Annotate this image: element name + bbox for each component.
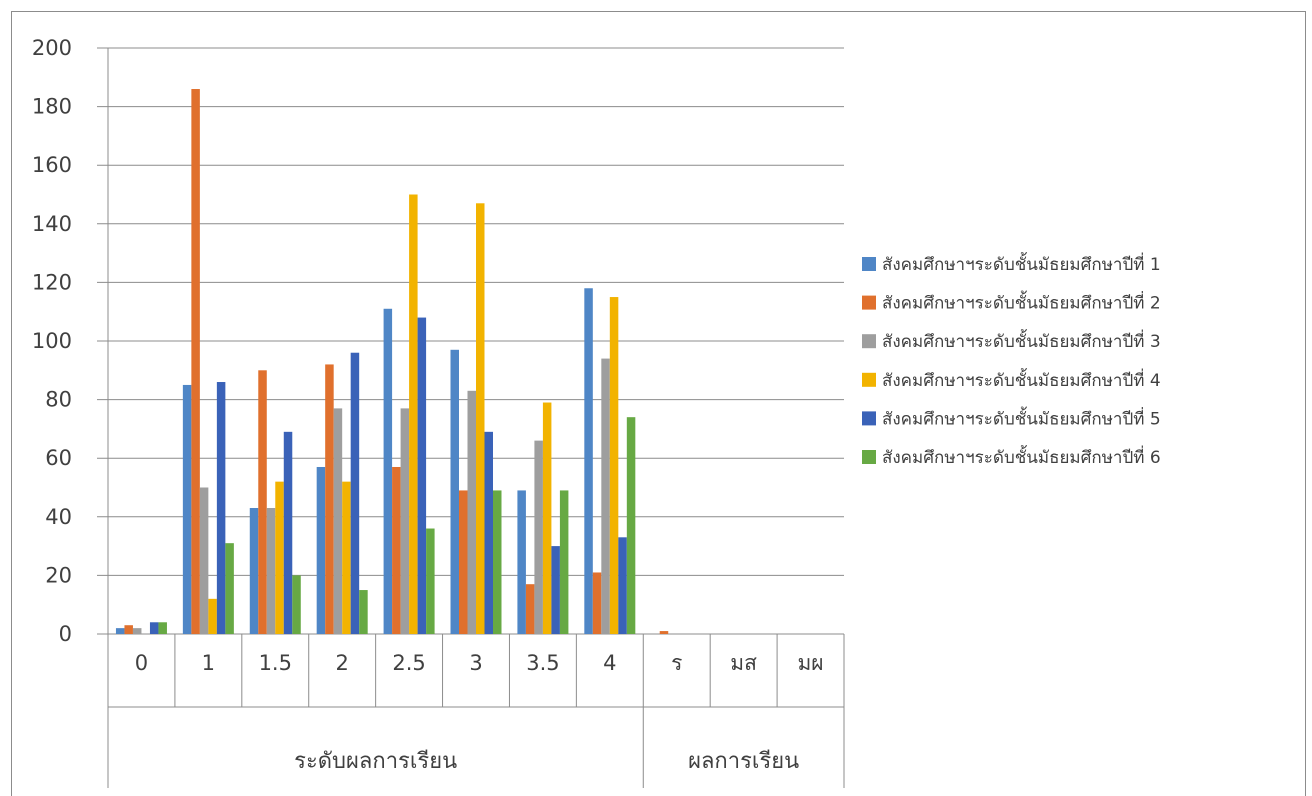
chart-frame xyxy=(11,11,1306,796)
bar xyxy=(359,590,368,634)
x-tick-label: 1.5 xyxy=(259,651,292,675)
x-group-label: ระดับผลการเรียน xyxy=(294,749,457,774)
bar xyxy=(225,543,234,634)
y-tick-label: 40 xyxy=(45,505,72,529)
bar xyxy=(292,575,301,634)
bar xyxy=(350,352,360,634)
y-tick-label: 0 xyxy=(59,622,72,646)
legend-swatch xyxy=(862,295,876,310)
legend-label: สังคมศึกษาฯระดับชั้นมัธยมศึกษาปีที่ 5 xyxy=(882,406,1161,429)
x-tick-label: มผ xyxy=(797,651,823,675)
legend: สังคมศึกษาฯระดับชั้นมัธยมศึกษาปีที่ 1 สัง… xyxy=(862,252,1161,468)
bar xyxy=(342,481,351,634)
legend-swatch xyxy=(862,411,876,426)
bar xyxy=(551,546,560,634)
legend-swatch xyxy=(862,257,876,271)
bar xyxy=(584,288,593,634)
bar xyxy=(258,370,267,634)
legend-label: สังคมศึกษาฯระดับชั้นมัธยมศึกษาปีที่ 1 xyxy=(882,252,1161,275)
legend-label: สังคมศึกษาฯระดับชั้นมัธยมศึกษาปีที่ 6 xyxy=(882,445,1161,468)
bar xyxy=(208,598,217,634)
legend-swatch xyxy=(862,334,876,349)
legend-label: สังคมศึกษาฯระดับชั้นมัธยมศึกษาปีที่ 2 xyxy=(882,291,1161,314)
bar xyxy=(316,466,326,634)
x-tick-label: มส xyxy=(730,651,757,675)
bar xyxy=(467,390,476,634)
bar xyxy=(626,417,636,634)
legend-swatch xyxy=(862,450,876,464)
bar xyxy=(659,631,669,634)
bar xyxy=(191,89,200,634)
bar xyxy=(592,572,602,634)
bar xyxy=(115,628,125,634)
bar xyxy=(333,408,343,634)
x-tick-label: 3.5 xyxy=(526,651,559,675)
bar xyxy=(517,490,526,634)
bar xyxy=(450,349,459,634)
bar xyxy=(383,308,393,634)
bar xyxy=(400,408,410,634)
x-tick-label: 2.5 xyxy=(392,651,425,675)
bar xyxy=(542,402,552,634)
bar xyxy=(392,466,401,634)
bar xyxy=(275,481,284,634)
bar xyxy=(426,528,435,634)
bar xyxy=(124,625,133,634)
y-tick-label: 140 xyxy=(32,212,72,236)
legend-label: สังคมศึกษาฯระดับชั้นมัธยมศึกษาปีที่ 4 xyxy=(882,368,1161,391)
bar xyxy=(534,440,543,634)
bar xyxy=(199,487,209,634)
bar xyxy=(158,622,167,634)
y-tick-label: 160 xyxy=(32,153,72,177)
x-tick-label: ร xyxy=(671,651,682,675)
bar xyxy=(525,584,535,634)
bar xyxy=(283,431,293,634)
bar xyxy=(149,622,159,634)
x-tick-label: 3 xyxy=(469,651,482,675)
x-tick-label: 2 xyxy=(335,651,348,675)
y-tick-label: 20 xyxy=(45,563,72,587)
bar xyxy=(132,628,142,634)
y-tick-label: 60 xyxy=(45,446,72,470)
x-tick-label: 1 xyxy=(202,651,215,675)
x-tick-label: 0 xyxy=(135,651,148,675)
bar xyxy=(216,382,226,634)
bar xyxy=(417,317,427,634)
bar xyxy=(325,364,334,634)
bar xyxy=(266,508,276,634)
bar xyxy=(484,431,493,634)
y-tick-label: 120 xyxy=(32,270,72,294)
x-tick-label: 4 xyxy=(603,651,616,675)
bar xyxy=(601,358,610,634)
bar xyxy=(409,194,418,634)
bar xyxy=(459,490,468,634)
bar xyxy=(493,490,502,634)
bar xyxy=(476,203,485,635)
y-tick-label: 200 xyxy=(32,36,72,60)
x-group-label: ผลการเรียน xyxy=(688,749,799,774)
y-tick-label: 80 xyxy=(45,388,72,412)
y-tick-label: 180 xyxy=(32,95,72,119)
bar xyxy=(182,384,192,634)
legend-swatch xyxy=(862,372,876,387)
bar xyxy=(618,537,627,634)
y-tick-label: 100 xyxy=(32,329,72,353)
bar xyxy=(609,297,619,634)
bar-series xyxy=(115,89,669,635)
y-axis-tick-labels: 0 20 40 60 80 100 120 140 160 180 200 xyxy=(32,36,72,646)
legend-label: สังคมศึกษาฯระดับชั้นมัธยมศึกษาปีที่ 3 xyxy=(882,329,1161,352)
bar xyxy=(559,490,569,634)
bar xyxy=(249,508,259,634)
